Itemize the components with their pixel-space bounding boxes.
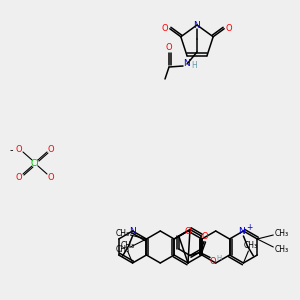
Text: N: N (129, 227, 136, 236)
Text: N: N (238, 227, 245, 236)
Text: -: - (9, 145, 13, 155)
Text: CH₃: CH₃ (116, 229, 130, 238)
Text: N: N (184, 59, 190, 68)
Text: O: O (48, 145, 54, 154)
Text: Cl: Cl (31, 158, 39, 167)
Text: O: O (48, 172, 54, 182)
Text: O: O (226, 24, 232, 33)
Text: +: + (246, 224, 253, 232)
Text: H: H (216, 256, 222, 262)
Text: O: O (202, 232, 208, 241)
Text: CH₃: CH₃ (274, 229, 288, 238)
Text: O: O (16, 145, 22, 154)
Text: O: O (166, 44, 172, 52)
Text: N: N (194, 22, 200, 31)
Text: O: O (210, 257, 216, 266)
Text: H: H (191, 61, 197, 70)
Text: CH₃: CH₃ (243, 241, 257, 250)
Text: CH₃: CH₃ (274, 244, 288, 253)
Text: O: O (184, 227, 191, 236)
Text: O: O (16, 172, 22, 182)
Text: CH₃: CH₃ (121, 241, 135, 250)
Text: CH₃: CH₃ (116, 244, 130, 253)
Text: O: O (161, 24, 168, 33)
